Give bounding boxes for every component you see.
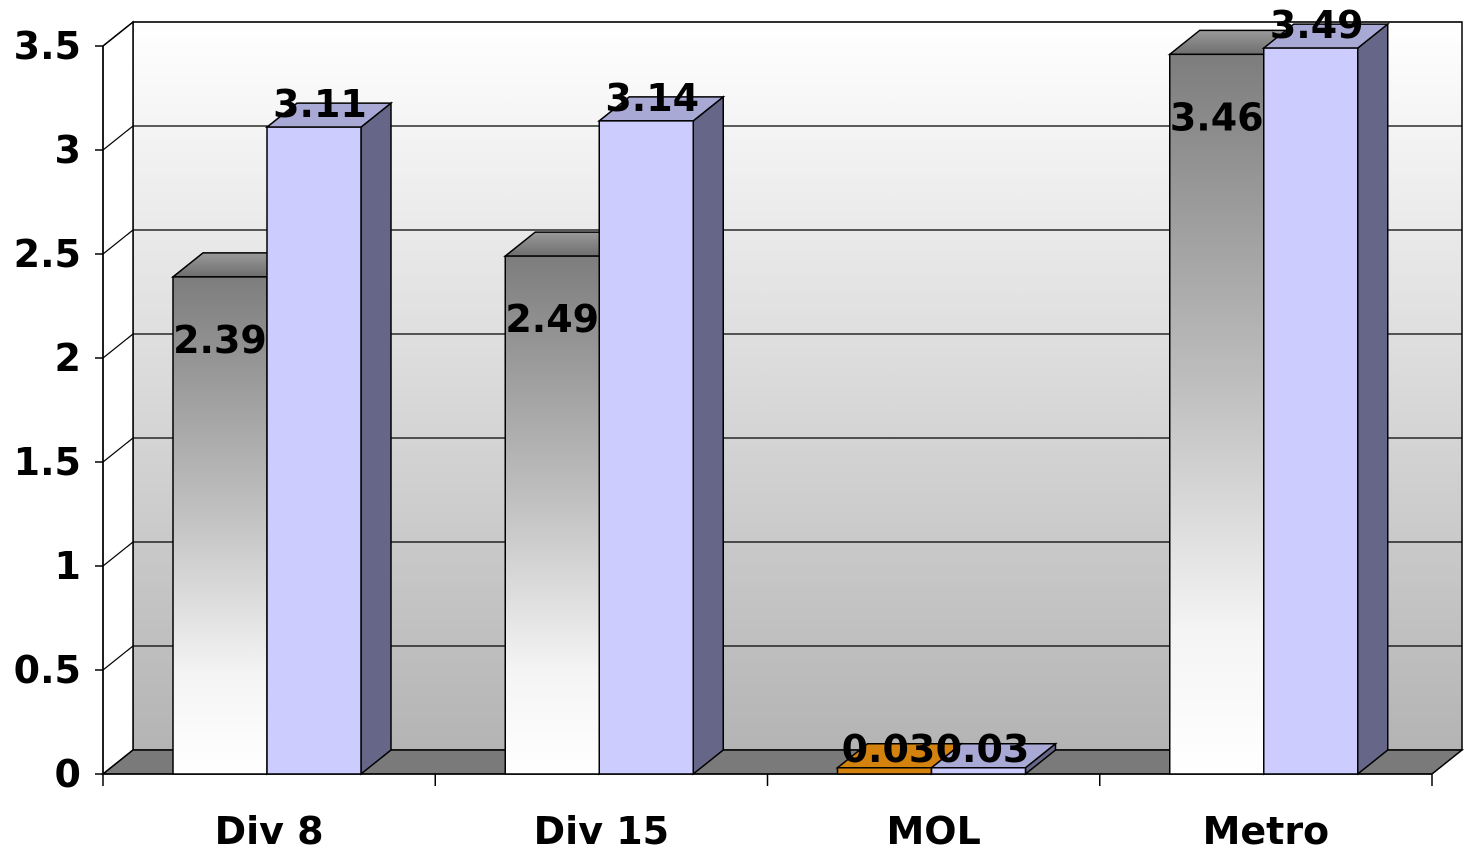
y-tick-label: 1.5 [14, 440, 81, 484]
gridline-side [102, 21, 134, 47]
bar-series [170, 22, 1390, 776]
bar-front [172, 276, 268, 775]
bar-front [266, 126, 362, 775]
data-label: 2.49 [505, 297, 599, 341]
gridline-side [102, 645, 134, 671]
data-label: 2.39 [173, 318, 267, 362]
x-axis: Div 8 Div 15 MOL Metro [215, 809, 1330, 853]
y-tick-label: 1 [55, 544, 81, 588]
y-tick-label: 2.5 [14, 232, 81, 276]
data-label: 3.14 [605, 76, 699, 120]
side-wall [102, 20, 134, 776]
x-tick-label: MOL [886, 809, 980, 853]
gridline-side [102, 125, 134, 151]
bar [1261, 22, 1390, 776]
data-labels: 2.39 3.11 2.49 3.14 0.03 0.03 3.46 3.49 [173, 3, 1364, 771]
gridline-side [102, 229, 134, 255]
bar [597, 95, 726, 776]
bar-side [1357, 22, 1389, 776]
bar-side [692, 95, 724, 776]
bar-front [1169, 53, 1265, 775]
bar [264, 101, 394, 776]
gridline-side [102, 437, 134, 463]
x-tick-label: Div 15 [534, 809, 669, 853]
gridline-side [102, 333, 134, 359]
y-tick-label: 0.5 [14, 648, 81, 692]
x-tick-label: Div 8 [215, 809, 324, 853]
y-tick-label: 3 [55, 128, 81, 172]
bar-side [360, 101, 392, 776]
y-tick-label: 2 [55, 336, 81, 380]
bar [929, 742, 1058, 776]
bar-front [930, 767, 1027, 775]
data-label: 3.11 [273, 82, 367, 126]
data-label: 3.46 [1170, 95, 1264, 139]
bar-front [598, 120, 694, 775]
data-label: 0.03 [936, 727, 1030, 771]
x-tick-label: Metro [1203, 809, 1330, 853]
y-tick-label: 3.5 [14, 24, 81, 68]
data-label: 3.49 [1270, 3, 1364, 47]
gridline-side [102, 541, 134, 567]
bar-front [1263, 47, 1359, 775]
y-tick-label: 0 [55, 752, 81, 796]
bar-front [504, 255, 600, 775]
data-label: 0.03 [842, 727, 936, 771]
